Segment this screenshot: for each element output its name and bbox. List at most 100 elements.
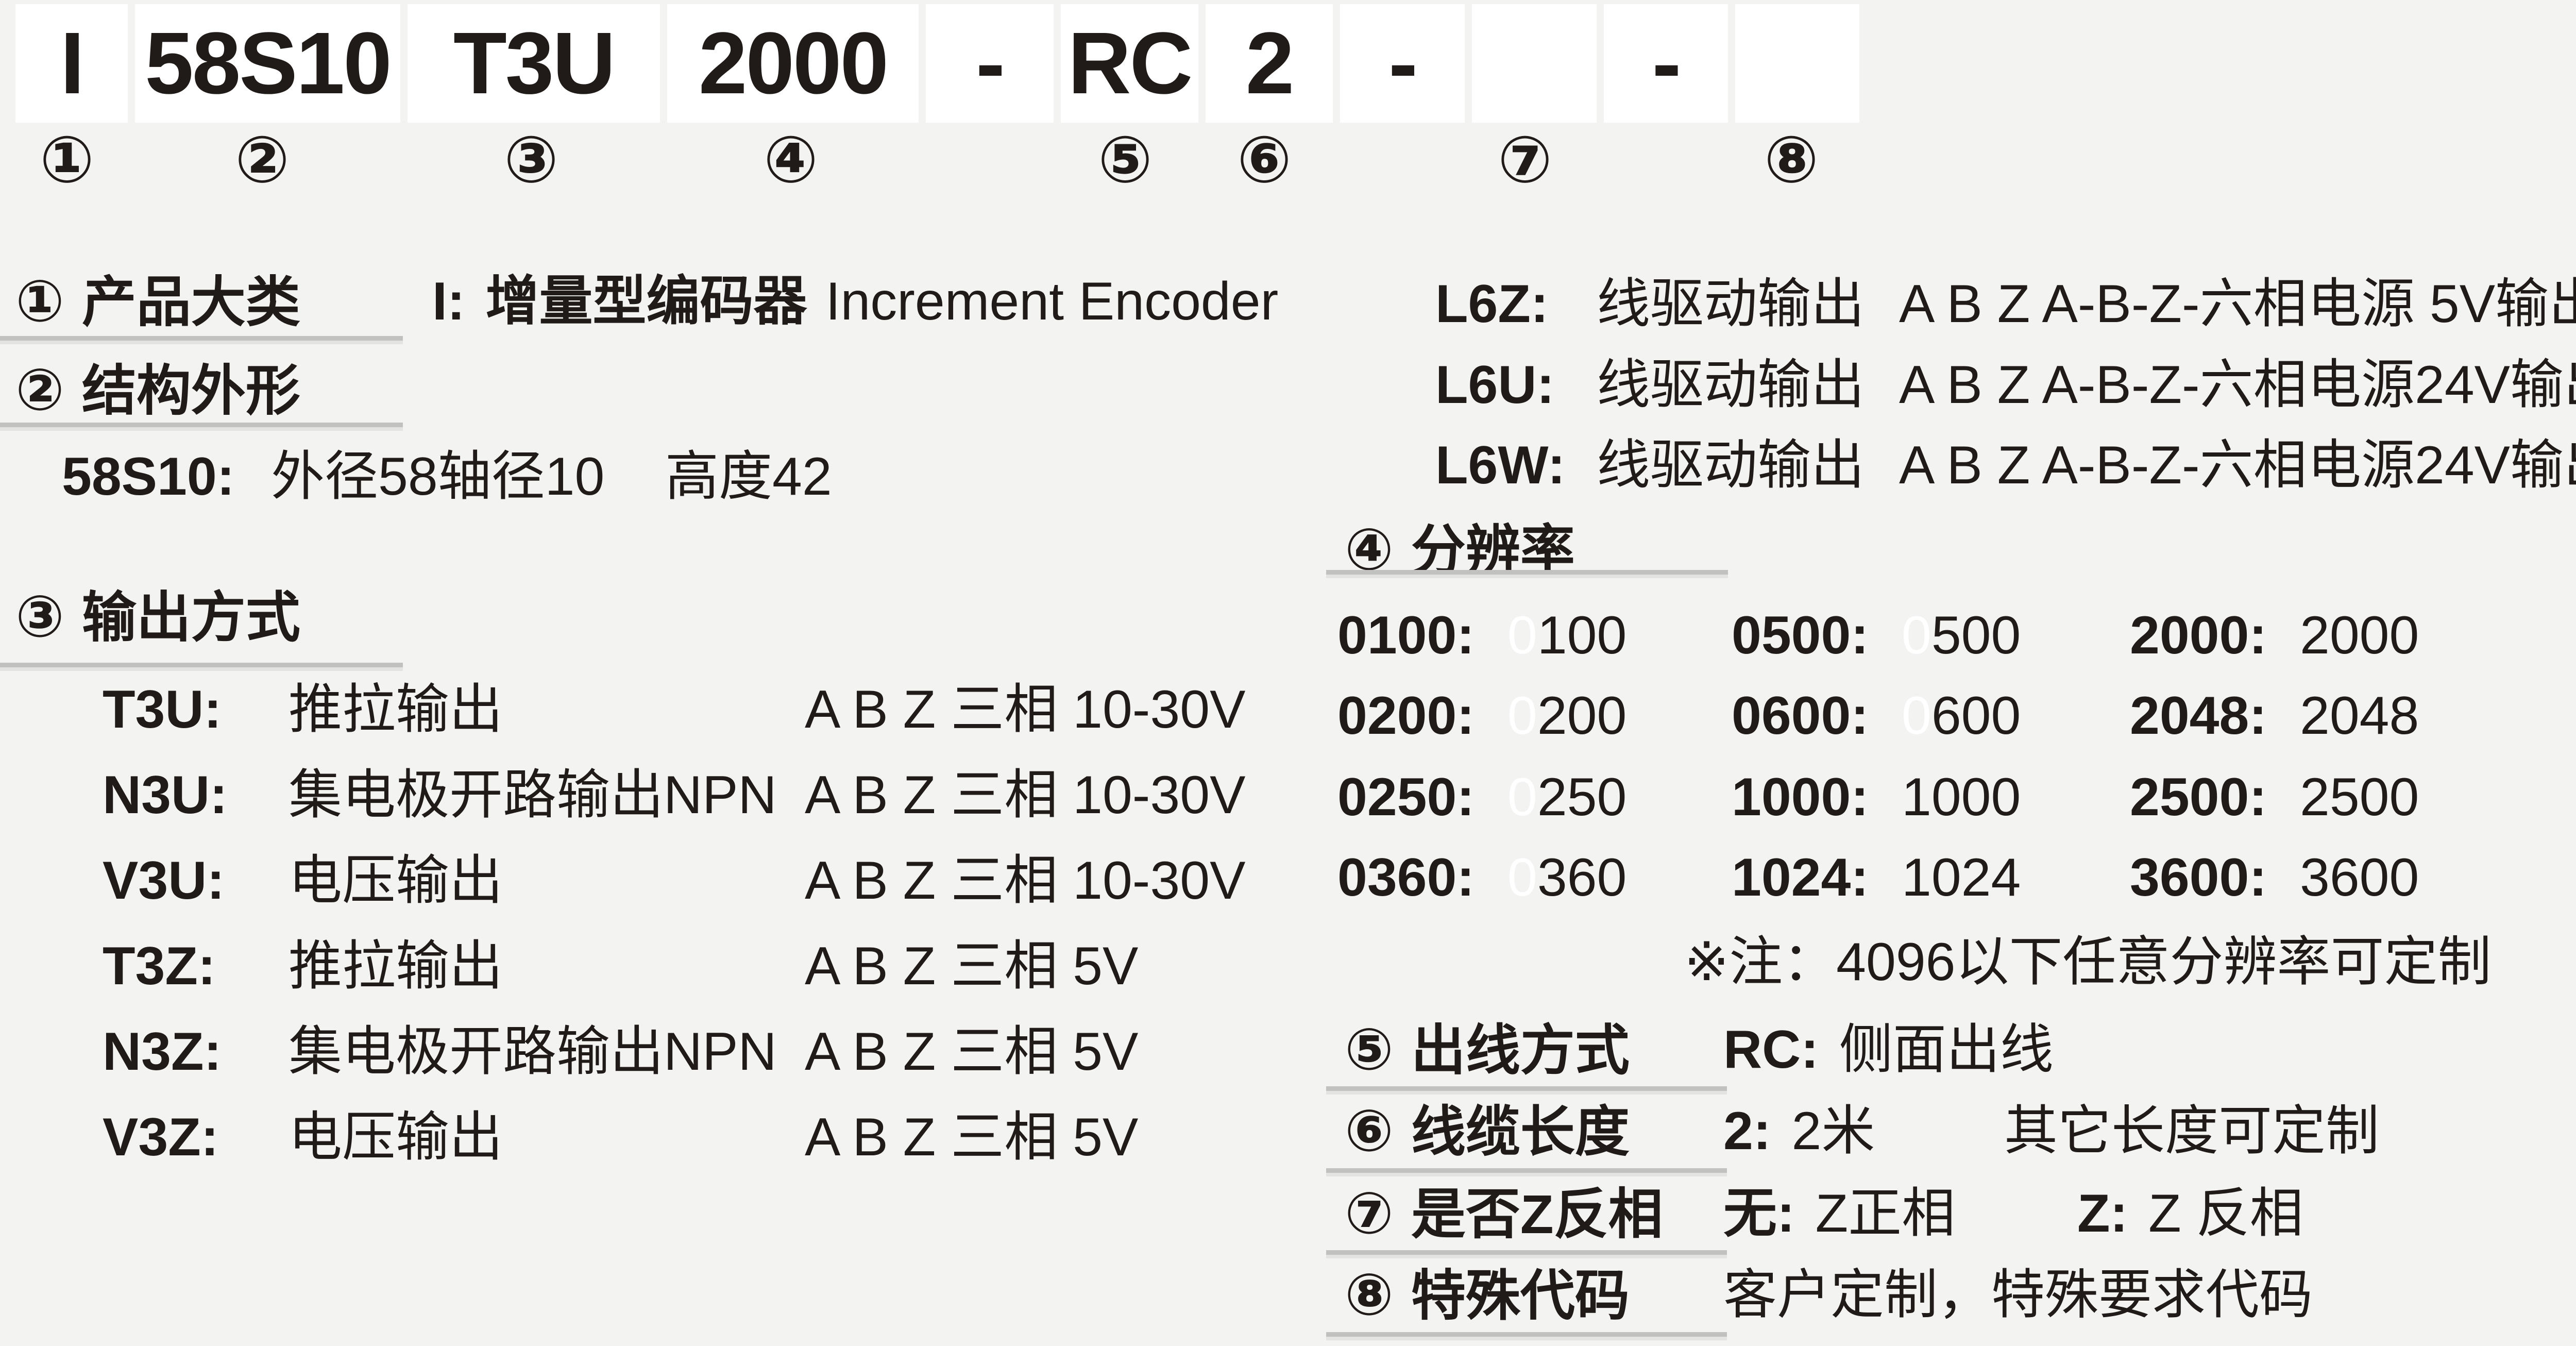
output-code: N3Z: bbox=[103, 1022, 222, 1082]
resolution-code: 0600: bbox=[1732, 686, 1869, 746]
cable-exit-code: RC: bbox=[1723, 1020, 1819, 1080]
line-driver-power: 电源 5V输出 5V bbox=[2308, 274, 2576, 334]
output-desc: 集电极开路输出NPN bbox=[289, 1022, 777, 1082]
resolution-value: 100 bbox=[1537, 605, 1627, 665]
product-class-desc-en: Increment Encoder bbox=[825, 272, 1279, 331]
section6-title: 线缆长度 bbox=[1411, 1102, 1630, 1163]
code-cell-cable-exit: RC bbox=[1061, 4, 1198, 123]
section3-number: ③ bbox=[15, 584, 64, 649]
code-cell-hyphen: - bbox=[926, 4, 1054, 123]
z-invert-option: Z: Z 反相 bbox=[2077, 1180, 2303, 1247]
output-code: V3Z: bbox=[103, 1107, 219, 1167]
code-cell-output-mode: T3U bbox=[408, 4, 660, 123]
section6-number: ⑥ bbox=[1345, 1099, 1394, 1163]
section-divider bbox=[1326, 570, 1728, 578]
circled-number-4: ④ bbox=[764, 124, 818, 196]
circled-number-6: ⑥ bbox=[1237, 124, 1292, 196]
circled-number-7: ⑦ bbox=[1498, 124, 1552, 196]
product-class-desc-cn: 增量型编码器 bbox=[485, 272, 807, 331]
output-desc: 电压输出 bbox=[289, 851, 503, 911]
resolution-value: 360 bbox=[1537, 848, 1627, 907]
resolution-row: 0250: 0250 1000: 1000 2500: 2500 bbox=[0, 764, 2576, 831]
section6-value: 2: 2米 bbox=[1723, 1098, 1875, 1165]
resolution-item: 0360: 0360 bbox=[1337, 844, 1626, 911]
special-code-desc: 客户定制，特殊要求代码 bbox=[1723, 1265, 2313, 1325]
body-shape-height: 高度42 bbox=[665, 447, 832, 507]
section7-title: 是否Z反相 bbox=[1411, 1184, 1663, 1245]
resolution-item: 1024: 1024 bbox=[1732, 844, 2021, 911]
code-cell-text: T3U bbox=[453, 14, 616, 112]
line-driver-power: 电源24V输出24V bbox=[2308, 355, 2576, 415]
code-cell-hyphen: - bbox=[1340, 4, 1465, 123]
section-divider bbox=[1326, 1332, 1727, 1340]
output-signal: A B Z 三相 10-30V bbox=[805, 765, 1246, 825]
resolution-code: 0200: bbox=[1337, 686, 1475, 746]
code-cell-text: 2 bbox=[1245, 14, 1295, 112]
resolution-code: 2000: bbox=[2130, 605, 2267, 665]
line-driver-row: L6Z: 线驱动输出 A B Z A-B-Z-六相 电源 5V输出 5V bbox=[0, 271, 2576, 338]
section2-title: 结构外形 bbox=[81, 361, 300, 422]
pad-zero: 0 bbox=[1507, 848, 1537, 907]
z-normal-code: 无: bbox=[1723, 1184, 1795, 1243]
output-desc: 集电极开路输出NPN bbox=[289, 765, 777, 825]
z-normal-desc: Z正相 bbox=[1815, 1184, 1956, 1243]
section-divider bbox=[0, 663, 403, 671]
line-driver-signal: A B Z A-B-Z-六相 bbox=[1899, 435, 2307, 495]
resolution-code: 3600: bbox=[2130, 848, 2267, 907]
line-driver-code: L6Z: bbox=[1435, 274, 1549, 334]
cable-exit-desc: 侧面出线 bbox=[1839, 1020, 2054, 1080]
line-driver-power: 电源24V输出 5V bbox=[2308, 435, 2576, 495]
output-signal: A B Z 三相 5V bbox=[805, 1107, 1139, 1167]
code-cell-z-invert bbox=[1472, 4, 1597, 123]
resolution-value: 1024 bbox=[1902, 848, 2021, 907]
resolution-item: 0600: 0600 bbox=[1732, 682, 2021, 749]
output-mode-row: N3U: 集电极开路输出NPN A B Z 三相 10-30V bbox=[0, 762, 1340, 829]
code-cell-text: I bbox=[60, 14, 84, 112]
resolution-row: 0360: 0360 1024: 1024 3600: 3600 bbox=[0, 844, 2576, 911]
z-normal-option: 无: Z正相 bbox=[1723, 1180, 1955, 1247]
resolution-code: 0250: bbox=[1337, 767, 1475, 827]
resolution-code: 1000: bbox=[1732, 767, 1869, 827]
section5-header: ⑤ 出线方式 bbox=[1345, 1016, 1630, 1085]
code-cell-text: 58S10 bbox=[145, 14, 392, 112]
section5-number: ⑤ bbox=[1345, 1017, 1394, 1082]
section-divider bbox=[0, 336, 403, 344]
output-mode-row: V3U: 电压输出 A B Z 三相 10-30V bbox=[0, 847, 1340, 914]
resolution-value: 200 bbox=[1537, 686, 1627, 746]
section5-title: 出线方式 bbox=[1411, 1020, 1630, 1081]
code-cell-body-shape: 58S10 bbox=[135, 4, 400, 123]
section6-header: ⑥ 线缆长度 bbox=[1345, 1098, 1630, 1166]
output-code: T3U: bbox=[103, 680, 222, 739]
code-cell-text: - bbox=[1388, 14, 1418, 112]
section2-number: ② bbox=[15, 358, 64, 422]
code-cell-text: - bbox=[1652, 14, 1682, 112]
code-cell-product-class: I bbox=[15, 4, 128, 123]
cable-length-extra: 其它长度可定制 bbox=[2004, 1101, 2380, 1161]
body-shape-desc: 外径58轴径10 bbox=[271, 447, 605, 507]
section1-header: ① 产品大类 bbox=[15, 268, 300, 336]
section-divider bbox=[1326, 1168, 1727, 1176]
output-desc: 推拉输出 bbox=[289, 680, 503, 739]
resolution-value: 2000 bbox=[2300, 605, 2419, 665]
resolution-item: 0250: 0250 bbox=[1337, 764, 1626, 831]
resolution-value: 250 bbox=[1537, 767, 1627, 827]
line-driver-desc: 线驱动输出 bbox=[1597, 435, 1865, 495]
section1-number: ① bbox=[15, 269, 64, 333]
pad-zero: 0 bbox=[1507, 767, 1537, 827]
resolution-code: 1024: bbox=[1732, 848, 1869, 907]
circled-number-1: ① bbox=[40, 124, 94, 196]
circled-number-8: ⑧ bbox=[1764, 124, 1819, 196]
pad-zero: 0 bbox=[1902, 605, 1931, 665]
output-signal: A B Z 三相 5V bbox=[805, 1022, 1139, 1082]
resolution-value: 2500 bbox=[2300, 767, 2419, 827]
line-driver-row: L6W: 线驱动输出 A B Z A-B-Z-六相 电源24V输出 5V bbox=[0, 432, 2576, 499]
resolution-item: 0200: 0200 bbox=[1337, 682, 1626, 749]
output-mode-row: T3U: 推拉输出 A B Z 三相 10-30V bbox=[0, 676, 1340, 743]
code-cell-hyphen: - bbox=[1604, 4, 1728, 123]
output-mode-row: V3Z: 电压输出 A B Z 三相 5V bbox=[0, 1104, 1340, 1171]
resolution-item: 1000: 1000 bbox=[1732, 764, 2021, 831]
output-code: V3U: bbox=[103, 851, 225, 911]
resolution-item: 2048: 2048 bbox=[2130, 682, 2419, 749]
resolution-row: 0200: 0200 0600: 0600 2048: 2048 bbox=[0, 682, 2576, 749]
